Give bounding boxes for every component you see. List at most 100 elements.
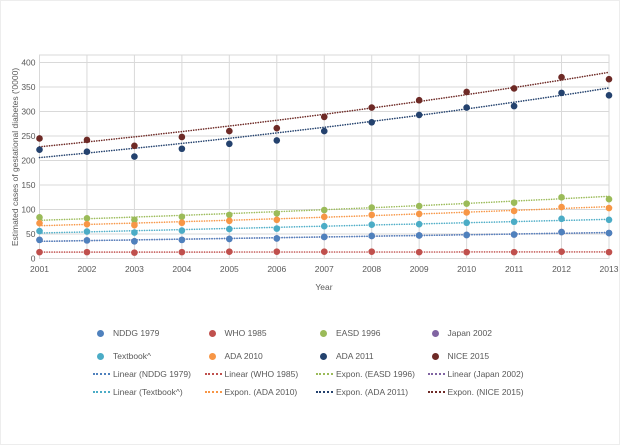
data-point	[368, 221, 376, 228]
legend-label: Linear (NDDG 1979)	[113, 369, 191, 379]
data-point	[320, 127, 328, 135]
plot-border	[39, 54, 610, 259]
data-point	[368, 211, 376, 219]
legend-item: Linear (NDDG 1979)	[93, 369, 205, 379]
data-point	[415, 96, 423, 104]
legend-row: Linear (Textbook^) Expon. (ADA 2010) Expon…	[93, 385, 553, 399]
data-point	[178, 236, 186, 244]
data-point	[415, 202, 423, 210]
legend-dot-swatch	[97, 329, 104, 337]
x-tick-label: 2007	[315, 264, 334, 274]
data-point	[463, 88, 470, 96]
legend-label: ADA 2010	[224, 351, 263, 361]
data-point	[226, 235, 233, 243]
legend-item: EASD 1996	[316, 328, 428, 338]
data-point	[273, 248, 281, 255]
data-point	[605, 92, 613, 99]
y-tick-label: 400	[21, 58, 35, 68]
legend-line-swatch	[204, 373, 222, 375]
legend-line-swatch	[204, 391, 222, 393]
data-point	[131, 153, 138, 160]
data-point	[36, 219, 43, 227]
legend-label: Expon. (ADA 2010)	[224, 387, 298, 397]
data-point	[510, 199, 518, 206]
data-point	[131, 229, 138, 236]
legend-dot-swatch	[208, 352, 216, 360]
data-point	[36, 227, 43, 235]
data-point	[178, 213, 186, 221]
x-tick-label: 2011	[505, 264, 524, 274]
legend-dot-swatch	[208, 329, 216, 337]
data-point	[320, 233, 328, 241]
legend-item: WHO 1985	[205, 328, 317, 338]
data-point	[510, 231, 518, 238]
data-point	[226, 140, 233, 148]
x-tick-label: 2013	[600, 264, 619, 274]
data-point	[36, 214, 43, 221]
data-point	[83, 148, 91, 155]
data-point	[83, 220, 91, 228]
legend-label: Linear (Textbook^)	[113, 387, 183, 397]
y-tick-label: 200	[21, 156, 35, 166]
data-point	[178, 133, 186, 141]
data-point	[368, 248, 376, 255]
legend-item: Linear (Textbook^)	[93, 387, 205, 397]
legend-label: Expon. (EASD 1996)	[336, 369, 415, 379]
y-tick-label: 0	[31, 254, 36, 264]
legend-item: Linear (WHO 1985)	[204, 369, 317, 379]
legend-line-swatch	[93, 373, 110, 375]
x-tick-label: 2006	[267, 264, 286, 274]
data-point	[273, 124, 281, 132]
legend-item: Japan 2002	[428, 328, 540, 338]
data-point	[83, 136, 91, 144]
data-point	[463, 248, 470, 256]
legend-dot-swatch	[320, 352, 327, 360]
legend-label: ADA 2011	[336, 351, 374, 361]
x-tick-label: 2005	[220, 264, 239, 274]
y-tick-label: 100	[21, 205, 35, 215]
x-axis-title: Year	[315, 282, 333, 292]
x-tick-label: 2004	[172, 264, 191, 274]
legend-item: ADA 2011	[316, 351, 428, 361]
data-point	[131, 249, 138, 256]
data-point	[131, 221, 138, 229]
data-point	[605, 248, 613, 256]
legend-label: NDDG 1979	[113, 328, 160, 338]
chart-plot-area: 0 50 100 150 200 250 300 350 400 2001 2002 2003 2004…	[21, 54, 619, 274]
legend-item: Expon. (ADA 2010)	[204, 387, 317, 397]
legend-line-swatch	[427, 373, 445, 375]
data-point	[605, 75, 613, 83]
data-point	[36, 248, 43, 256]
legend-row: Linear (NDDG 1979) Linear (WHO 1985) Expon…	[93, 367, 553, 381]
data-point	[273, 235, 281, 242]
y-tick-label: 250	[21, 131, 35, 141]
data-point	[320, 113, 328, 121]
data-point	[273, 210, 281, 217]
data-point	[273, 225, 281, 232]
data-point	[226, 217, 233, 225]
data-point	[273, 137, 281, 144]
data-point	[415, 210, 423, 218]
legend-label: Textbook^	[113, 351, 152, 361]
data-point	[178, 145, 186, 153]
y-axis-title: Estimated cases of gestational diabetes …	[10, 67, 20, 247]
data-point	[36, 135, 43, 142]
data-point	[320, 222, 328, 230]
legend-dot-swatch	[97, 352, 104, 360]
legend-item: ADA 2010	[205, 351, 317, 361]
data-point	[131, 142, 138, 150]
legend-item: Linear (Japan 2002)	[427, 369, 540, 379]
legend-item: Expon. (NICE 2015)	[427, 387, 540, 397]
data-point	[605, 216, 613, 224]
data-point	[463, 219, 470, 227]
data-point	[415, 111, 423, 119]
x-tick-label: 2012	[552, 264, 571, 274]
data-point	[415, 220, 423, 228]
data-point	[510, 102, 518, 110]
data-point	[605, 229, 613, 237]
legend-line-swatch	[93, 391, 110, 393]
data-point	[463, 104, 470, 111]
data-point	[368, 232, 376, 240]
legend-dot-swatch	[320, 329, 327, 337]
data-point	[83, 248, 91, 256]
